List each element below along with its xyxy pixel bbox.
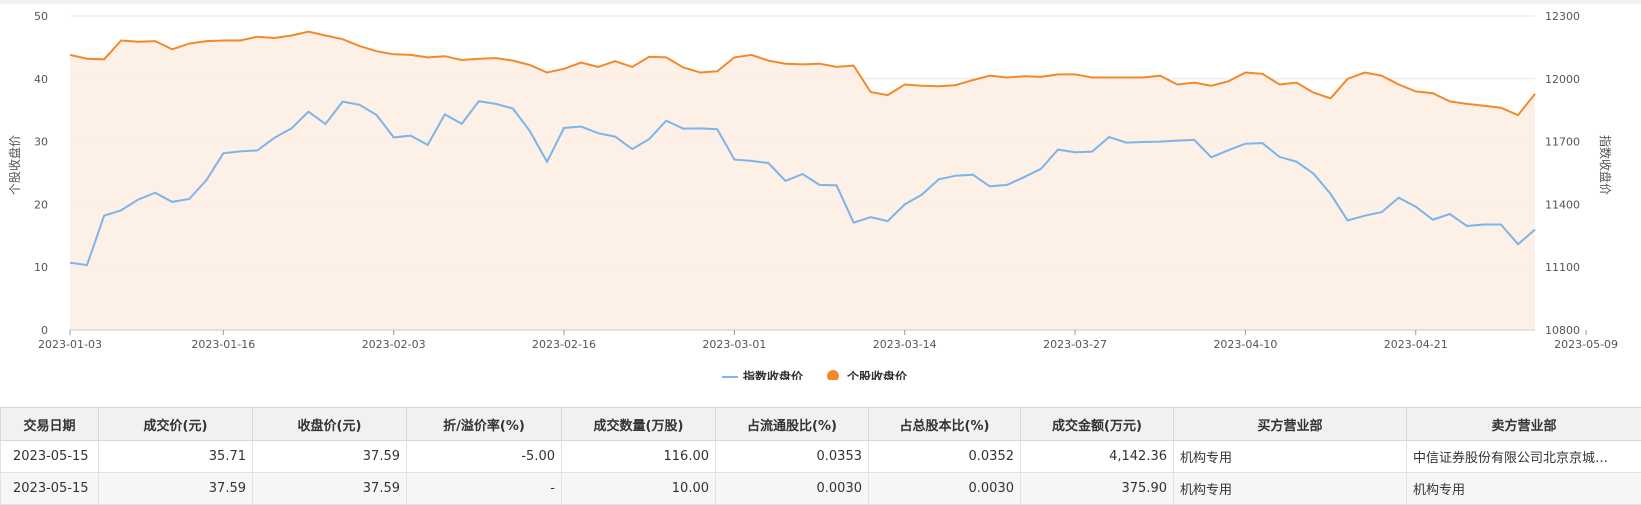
- cell-buyer[interactable]: 机构专用: [1174, 473, 1407, 505]
- cell-premium-rate: -5.00: [407, 441, 562, 473]
- right-axis-ticks: 10800 11100 11400 11700 12000 12300: [1545, 10, 1580, 337]
- left-tick-label: 0: [41, 324, 48, 337]
- right-tick-label: 12300: [1545, 10, 1580, 23]
- right-tick-label: 10800: [1545, 324, 1580, 337]
- col-header-date[interactable]: 交易日期: [1, 408, 99, 441]
- cell-seller[interactable]: 中信证券股份有限公司北京京城…: [1407, 441, 1641, 473]
- cell-premium-rate: -: [407, 473, 562, 505]
- col-header-seller[interactable]: 卖方营业部: [1407, 408, 1641, 441]
- x-tick-label: 2023-01-16: [191, 338, 255, 351]
- left-tick-label: 10: [34, 261, 48, 274]
- cell-deal-price: 35.71: [99, 441, 253, 473]
- col-header-amount[interactable]: 成交金额(万元): [1021, 408, 1174, 441]
- legend-stock-label: 个股收盘价: [846, 369, 908, 380]
- table-row: 2023-05-15 37.59 37.59 - 10.00 0.0030 0.…: [1, 473, 1641, 505]
- left-axis-ticks: 0 10 20 30 40 50: [34, 10, 48, 337]
- col-header-float-ratio[interactable]: 占流通股比(%): [716, 408, 869, 441]
- left-tick-label: 50: [34, 10, 48, 23]
- x-tick-label: 2023-01-03: [38, 338, 102, 351]
- cell-volume: 10.00: [562, 473, 716, 505]
- cell-total-ratio: 0.0352: [869, 441, 1021, 473]
- table-header-row: 交易日期 成交价(元) 收盘价(元) 折/溢价率(%) 成交数量(万股) 占流通…: [1, 408, 1641, 441]
- cell-volume: 116.00: [562, 441, 716, 473]
- right-tick-label: 11700: [1545, 136, 1580, 149]
- cell-date: 2023-05-15: [1, 473, 99, 505]
- x-axis-ticks: 2023-01-03 2023-01-16 2023-02-03 2023-02-16…: [38, 330, 1618, 351]
- x-tick-label: 2023-02-16: [532, 338, 596, 351]
- x-tick-label: 2023-03-27: [1043, 338, 1107, 351]
- price-chart: 0 10 20 30 40 50 10800 11100 11400 11700 12000 123…: [0, 0, 1641, 380]
- right-tick-label: 11400: [1545, 198, 1580, 211]
- left-tick-label: 30: [34, 136, 48, 149]
- legend[interactable]: 指数收盘价 个股收盘价: [722, 369, 908, 380]
- cell-float-ratio: 0.0353: [716, 441, 869, 473]
- x-tick-label: 2023-05-09: [1554, 338, 1618, 351]
- x-tick-label: 2023-03-01: [702, 338, 766, 351]
- cell-total-ratio: 0.0030: [869, 473, 1021, 505]
- cell-float-ratio: 0.0030: [716, 473, 869, 505]
- cell-date: 2023-05-15: [1, 441, 99, 473]
- col-header-premium-rate[interactable]: 折/溢价率(%): [407, 408, 562, 441]
- legend-index-label: 指数收盘价: [743, 369, 804, 380]
- x-tick-label: 2023-04-10: [1213, 338, 1277, 351]
- legend-item-stock[interactable]: 个股收盘价: [827, 369, 908, 380]
- cell-amount: 375.90: [1021, 473, 1174, 505]
- col-header-buyer[interactable]: 买方营业部: [1174, 408, 1407, 441]
- table-row: 2023-05-15 35.71 37.59 -5.00 116.00 0.03…: [1, 441, 1641, 473]
- block-trade-table: 交易日期 成交价(元) 收盘价(元) 折/溢价率(%) 成交数量(万股) 占流通…: [0, 407, 1641, 505]
- col-header-volume[interactable]: 成交数量(万股): [562, 408, 716, 441]
- col-header-total-ratio[interactable]: 占总股本比(%): [869, 408, 1021, 441]
- x-tick-label: 2023-03-14: [873, 338, 937, 351]
- left-axis-title: 个股收盘价: [7, 135, 22, 195]
- legend-stock-swatch: [827, 370, 839, 380]
- left-tick-label: 40: [34, 73, 48, 86]
- right-tick-label: 11100: [1545, 261, 1580, 274]
- right-tick-label: 12000: [1545, 73, 1580, 86]
- cell-buyer[interactable]: 机构专用: [1174, 441, 1407, 473]
- cell-deal-price: 37.59: [99, 473, 253, 505]
- left-tick-label: 20: [34, 198, 48, 211]
- cell-close-price: 37.59: [253, 441, 407, 473]
- col-header-deal-price[interactable]: 成交价(元): [99, 408, 253, 441]
- col-header-close-price[interactable]: 收盘价(元): [253, 408, 407, 441]
- x-tick-label: 2023-02-03: [362, 338, 426, 351]
- cell-seller[interactable]: 机构专用: [1407, 473, 1641, 505]
- stock-area-fill: [70, 32, 1535, 330]
- right-axis-title: 指数收盘价: [1598, 135, 1613, 195]
- legend-item-index[interactable]: 指数收盘价: [722, 369, 804, 380]
- cell-amount: 4,142.36: [1021, 441, 1174, 473]
- cell-close-price: 37.59: [253, 473, 407, 505]
- x-tick-label: 2023-04-21: [1384, 338, 1448, 351]
